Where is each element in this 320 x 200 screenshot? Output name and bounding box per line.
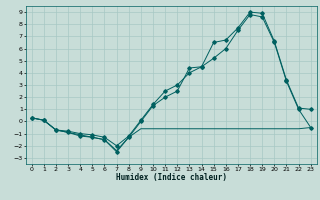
- X-axis label: Humidex (Indice chaleur): Humidex (Indice chaleur): [116, 173, 227, 182]
